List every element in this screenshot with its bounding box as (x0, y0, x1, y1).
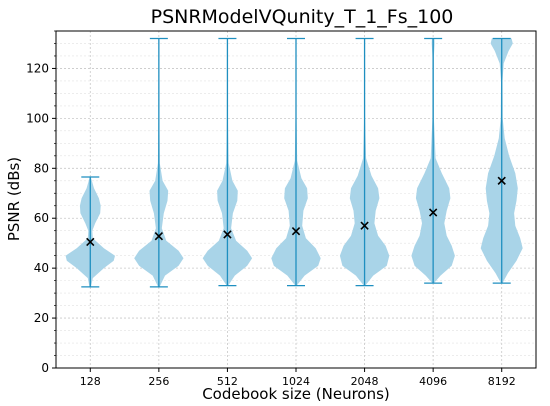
x-tick-label: 8192 (488, 375, 516, 388)
x-tick-label: 2048 (351, 375, 379, 388)
y-tick-label: 80 (34, 161, 49, 175)
mean-marker-256 (154, 232, 164, 241)
y-tick-label: 60 (34, 211, 49, 225)
y-axis: 0 20 40 60 80 100 120 (26, 30, 56, 375)
chart-title: PSNRModelVQunity_T_1_Fs_100 (151, 6, 454, 28)
y-tick-label: 100 (26, 111, 49, 125)
x-tick-label: 1024 (282, 375, 310, 388)
y-tick-label: 20 (34, 311, 49, 325)
y-tick-label: 120 (26, 61, 49, 75)
mean-marker-1024 (291, 227, 301, 236)
mean-marker-2048 (360, 221, 369, 230)
x-axis-label: Codebook size (Neurons) (202, 385, 390, 403)
x-tick-label: 512 (217, 375, 238, 388)
mean-marker-8192 (497, 176, 506, 185)
mean-marker-4096 (428, 208, 438, 217)
mean-marker-128 (86, 237, 95, 247)
y-tick-label: 40 (34, 261, 49, 275)
y-tick-label: 0 (41, 361, 49, 375)
x-tick-label: 256 (148, 375, 169, 388)
x-tick-label: 4096 (419, 375, 447, 388)
y-axis-label: PSNR (dBs) (5, 157, 23, 241)
mean-marker-512 (223, 230, 232, 239)
x-axis: 128 256 512 1024 2048 4096 8192 (80, 368, 516, 388)
violins-group (65, 37, 523, 288)
x-tick-label: 128 (80, 375, 101, 388)
